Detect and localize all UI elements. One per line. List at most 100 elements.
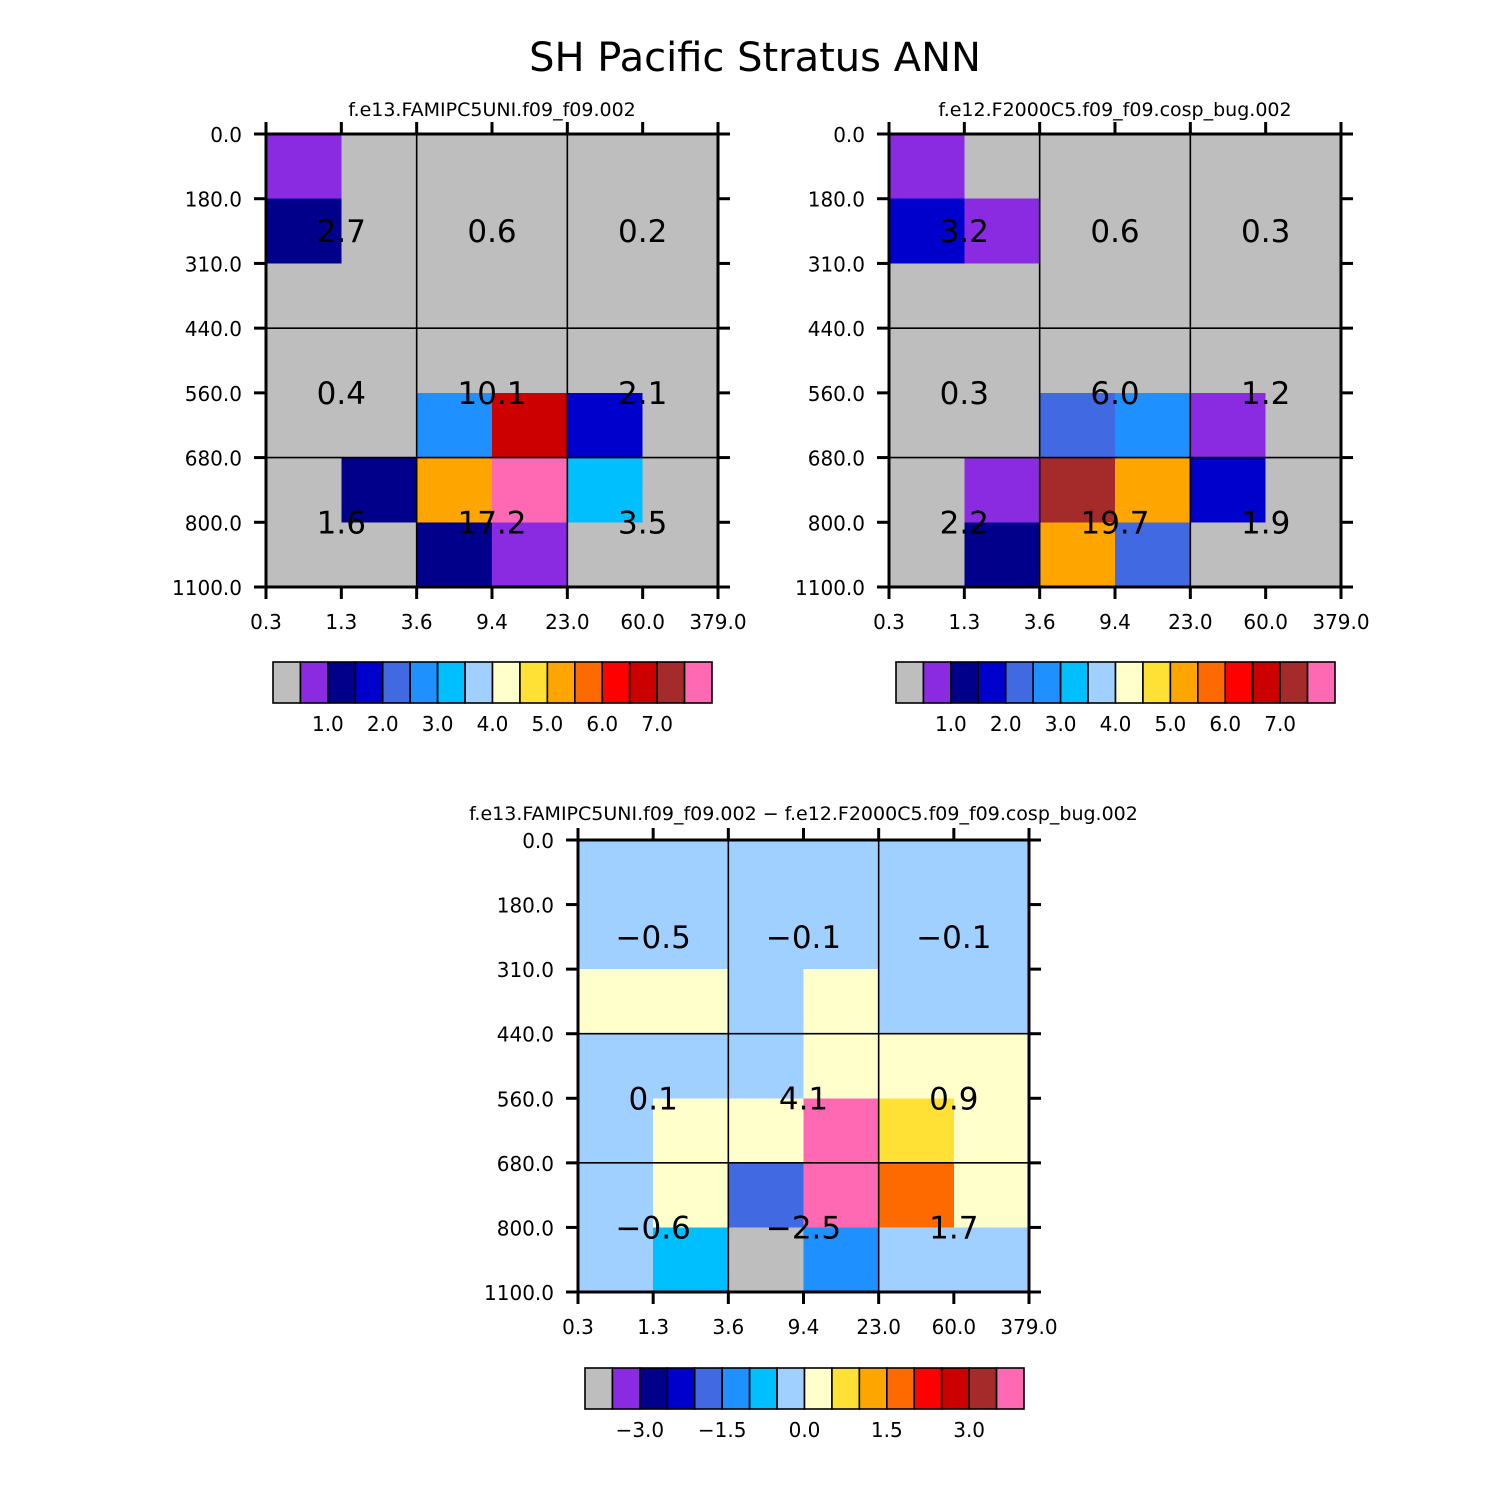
heatmap-cell [1039, 522, 1116, 588]
colorbar-label: 3.0 [1045, 712, 1077, 736]
y-tick-label: 1100.0 [172, 576, 242, 600]
heatmap-cell [728, 1227, 805, 1293]
heatmap-cell [1190, 134, 1267, 200]
y-tick-label: 0.0 [522, 829, 554, 853]
y-tick-label: 800.0 [497, 1216, 554, 1240]
colorbar-swatch [886, 1367, 916, 1410]
colorbar-label: 7.0 [641, 712, 673, 736]
region-value-label: −2.5 [766, 1210, 841, 1246]
x-tick-label: 379.0 [1000, 1315, 1057, 1339]
heatmap-cell [266, 457, 342, 523]
heatmap-cell [341, 198, 418, 265]
heatmap-cell [728, 904, 805, 970]
colorbar-swatch [1224, 661, 1254, 704]
colorbar-swatch [940, 1367, 970, 1410]
heatmap-cell [728, 1098, 805, 1164]
heatmap-cell [266, 522, 342, 588]
colorbar-swatch [639, 1367, 669, 1410]
region-value-label: 3.2 [940, 214, 989, 250]
colorbar-label: 1.5 [871, 1418, 903, 1442]
heatmap-cell [728, 969, 805, 1035]
colorbar-swatch [748, 1367, 778, 1410]
heatmap-cell [1265, 263, 1342, 329]
colorbar-swatch [1004, 661, 1034, 704]
colorbar-swatch [409, 661, 439, 704]
colorbar-label: 4.0 [1100, 712, 1132, 736]
y-tick-label: 310.0 [808, 252, 865, 276]
y-tick-label: 310.0 [185, 252, 242, 276]
heatmap-cell [1190, 198, 1267, 265]
heatmap-cell [1115, 263, 1191, 329]
heatmap-cell [578, 904, 654, 970]
colorbar: 1.0 2.0 3.0 4.0 5.0 6.0 7.0 [895, 661, 1336, 736]
colorbar-swatch [895, 661, 925, 704]
colorbar-swatch [1169, 661, 1199, 704]
x-tick-label: 9.4 [1099, 610, 1131, 634]
colorbar-swatch [922, 661, 952, 704]
region-value-label: 1.6 [317, 505, 366, 541]
heatmap-cell [567, 198, 644, 265]
x-tick-label: 1.3 [948, 610, 980, 634]
y-tick-label: 800.0 [185, 511, 242, 535]
panel-1: f.e13.FAMIPC5UNI.f09_f09.002 2.7 0.6 0.2 0.4… [172, 99, 747, 736]
heatmap-cell [1115, 457, 1191, 523]
panel-title: f.e13.FAMIPC5UNI.f09_f09.002 − f.e12.F20… [469, 803, 1138, 825]
panel-2: f.e12.F2000C5.f09_f09.cosp_bug.002 3.2 0.6… [795, 99, 1370, 736]
heatmap-cell [492, 134, 568, 200]
figure-title: SH Pacific Stratus ANN [529, 35, 981, 81]
y-tick-label: 800.0 [808, 511, 865, 535]
heatmap-cell [578, 840, 654, 906]
heatmap-cell [1039, 392, 1116, 459]
y-tick-label: 1100.0 [795, 576, 865, 600]
heatmap-cell [578, 969, 654, 1035]
heatmap-cell [567, 134, 644, 200]
heatmap-cell [1265, 392, 1342, 459]
colorbar-swatch [601, 661, 631, 704]
heatmap-cell [889, 522, 965, 588]
heatmap-cell [1190, 392, 1267, 459]
heatmap-cell [1115, 392, 1191, 459]
heatmap-cell [642, 134, 719, 200]
colorbar-swatch [519, 661, 549, 704]
x-tick-label: 60.0 [1243, 610, 1288, 634]
region-value-label: 1.9 [1241, 505, 1290, 541]
heatmap-cell [1039, 457, 1116, 523]
y-tick-label: 560.0 [185, 382, 242, 406]
y-tick-label: 440.0 [497, 1023, 554, 1047]
heatmap-cell [878, 840, 955, 906]
colorbar-label: 6.0 [1209, 712, 1241, 736]
heatmap-cell [492, 392, 568, 459]
region-value-label: 2.7 [317, 214, 366, 250]
heatmap-cell [416, 134, 493, 200]
heatmap-cell [953, 840, 1030, 906]
x-tick-label: 1.3 [325, 610, 357, 634]
heatmap-cell [1190, 263, 1267, 329]
heatmap-cell [964, 263, 1041, 329]
colorbar-swatch [968, 1367, 998, 1410]
heatmap-cell [653, 840, 729, 906]
colorbar-label: 2.0 [367, 712, 399, 736]
heatmap-cell [964, 522, 1041, 588]
heatmap-cell [964, 134, 1041, 200]
heatmap-cell [1265, 522, 1342, 588]
heatmap-cell [803, 1162, 880, 1229]
colorbar-swatch [272, 661, 302, 704]
heatmap-cell [653, 1227, 729, 1293]
heatmap-cell [1265, 457, 1342, 523]
heatmap-cell [266, 392, 342, 459]
region-value-label: −0.5 [616, 920, 691, 956]
heatmap-cell [341, 522, 418, 588]
x-tick-label: 1.3 [637, 1315, 669, 1339]
heatmap-cell [878, 1162, 955, 1229]
region-value-label: 0.6 [467, 214, 516, 250]
x-tick-label: 379.0 [689, 610, 746, 634]
colorbar-label: 2.0 [990, 712, 1022, 736]
x-tick-label: 9.4 [476, 610, 508, 634]
region-value-label: −0.1 [766, 920, 841, 956]
heatmap-cell [878, 1227, 955, 1293]
heatmap-cell [964, 392, 1041, 459]
region-value-label: 4.1 [779, 1081, 828, 1117]
heatmap-cell [953, 904, 1030, 970]
y-tick-label: 440.0 [808, 317, 865, 341]
